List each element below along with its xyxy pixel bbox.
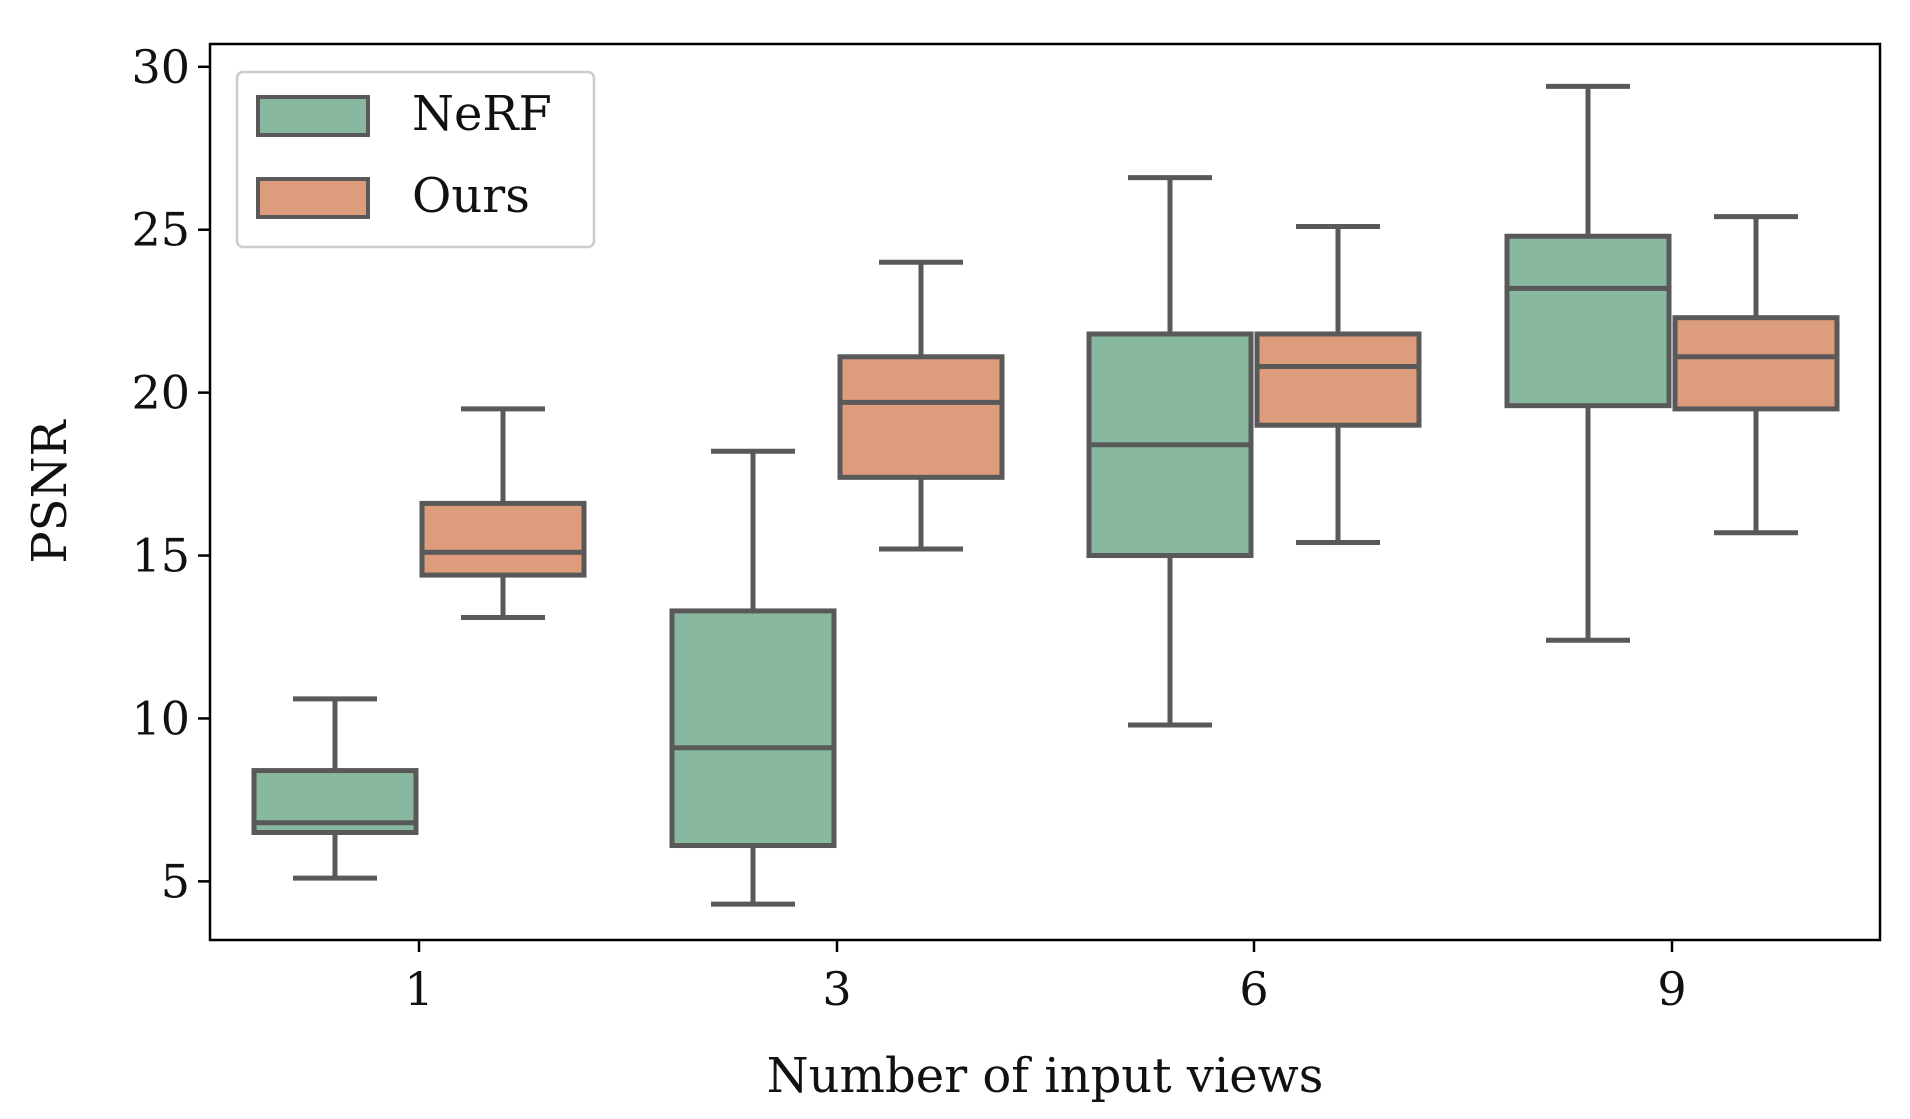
axes: 5 10 15 20 25 30 1 3 6 9 bbox=[131, 40, 1882, 1016]
box-nerf-6 bbox=[1086, 175, 1254, 728]
y-tick-label: 25 bbox=[131, 203, 190, 257]
y-tick-label: 30 bbox=[131, 40, 190, 94]
iqr-box bbox=[1504, 233, 1672, 409]
box-ours-9 bbox=[1672, 214, 1840, 536]
axes-frame bbox=[208, 42, 1882, 942]
box-nerf-1 bbox=[251, 696, 419, 881]
box-nerf-9 bbox=[1504, 83, 1672, 643]
y-tick-label: 10 bbox=[131, 691, 190, 745]
iqr-box bbox=[1254, 331, 1422, 428]
iqr-box bbox=[837, 354, 1005, 480]
y-axis-label: PSNR bbox=[22, 418, 78, 563]
iqr-box bbox=[1672, 315, 1840, 412]
legend-label-nerf: NeRF bbox=[412, 86, 552, 142]
x-tick-label: 1 bbox=[404, 962, 433, 1016]
series-ours bbox=[419, 214, 1840, 620]
legend: NeRF Ours bbox=[235, 70, 596, 249]
iqr-box bbox=[669, 608, 837, 849]
iqr-box bbox=[419, 500, 587, 578]
series-nerf bbox=[251, 83, 1672, 907]
x-tick-label: 3 bbox=[822, 962, 851, 1016]
x-axis-label: Number of input views bbox=[767, 1048, 1324, 1104]
legend-label-ours: Ours bbox=[412, 168, 530, 224]
legend-swatch-nerf bbox=[256, 95, 370, 137]
box-ours-3 bbox=[837, 259, 1005, 552]
box-nerf-3 bbox=[669, 448, 837, 907]
box-groups bbox=[251, 83, 1840, 907]
legend-swatch-ours bbox=[256, 177, 370, 219]
y-tick-label: 20 bbox=[131, 366, 190, 420]
box-ours-1 bbox=[419, 406, 587, 620]
y-tick-label: 5 bbox=[161, 854, 190, 908]
box-ours-6 bbox=[1254, 223, 1422, 546]
x-tick-label: 9 bbox=[1657, 962, 1686, 1016]
y-tick-label: 15 bbox=[131, 529, 190, 583]
x-tick-label: 6 bbox=[1239, 962, 1268, 1016]
